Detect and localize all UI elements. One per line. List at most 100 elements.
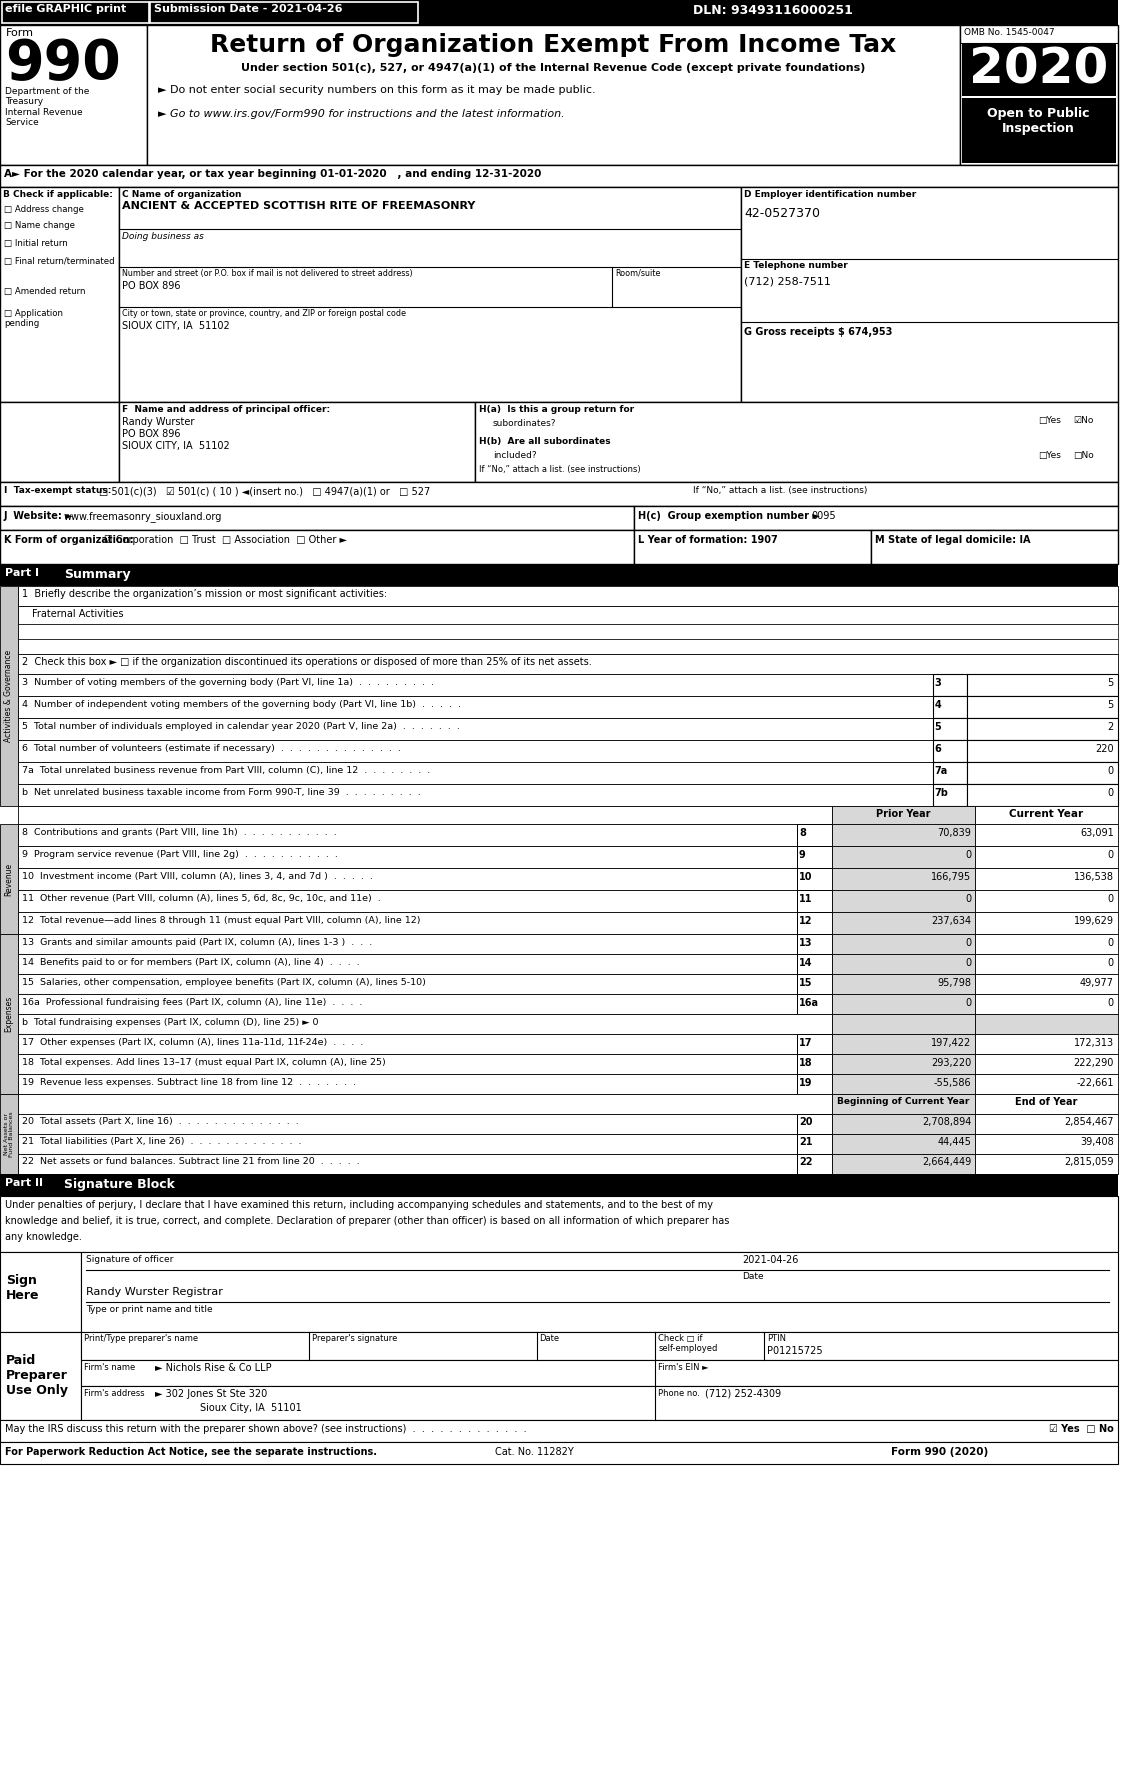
Bar <box>832 1153 975 1173</box>
Bar <box>933 673 968 697</box>
Text: 197,422: 197,422 <box>931 1039 971 1048</box>
Text: Beginning of Current Year: Beginning of Current Year <box>837 1098 969 1107</box>
Bar <box>975 933 1118 955</box>
Text: Under penalties of perjury, I declare that I have examined this return, includin: Under penalties of perjury, I declare th… <box>5 1200 712 1211</box>
Text: ANCIENT & ACCEPTED SCOTTISH RITE OF FREEMASONRY: ANCIENT & ACCEPTED SCOTTISH RITE OF FREE… <box>122 201 475 211</box>
Bar <box>119 401 475 482</box>
Text: 0: 0 <box>965 998 971 1008</box>
Text: H(b)  Are all subordinates: H(b) Are all subordinates <box>479 437 611 446</box>
Text: Sign
Here: Sign Here <box>6 1273 40 1302</box>
Bar <box>797 1134 832 1153</box>
Bar <box>797 955 832 974</box>
Bar <box>832 912 975 933</box>
Text: Net Assets or
Fund Balances: Net Assets or Fund Balances <box>3 1110 15 1157</box>
Text: 9  Program service revenue (Part VIII, line 2g)  .  .  .  .  .  .  .  .  .  .  .: 9 Program service revenue (Part VIII, li… <box>21 851 338 860</box>
Text: Expenses: Expenses <box>5 996 14 1032</box>
Bar <box>968 784 1118 806</box>
Bar <box>797 994 832 1014</box>
Text: Paid
Preparer
Use Only: Paid Preparer Use Only <box>6 1354 68 1397</box>
Bar <box>832 890 975 912</box>
Text: 63,091: 63,091 <box>1080 827 1114 838</box>
Bar <box>975 912 1118 933</box>
Text: 0: 0 <box>1108 767 1114 776</box>
Bar <box>0 482 1118 507</box>
Bar <box>968 673 1118 697</box>
Bar <box>968 718 1118 740</box>
Text: Signature of officer: Signature of officer <box>86 1255 174 1264</box>
Bar <box>18 1075 797 1094</box>
Text: 20: 20 <box>799 1118 813 1127</box>
Text: D Employer identification number: D Employer identification number <box>744 190 917 199</box>
Text: Prior Year: Prior Year <box>876 810 930 818</box>
Bar <box>975 1114 1118 1134</box>
Text: May the IRS discuss this return with the preparer shown above? (see instructions: May the IRS discuss this return with the… <box>5 1424 526 1435</box>
Bar <box>18 673 933 697</box>
Bar <box>832 1075 975 1094</box>
Text: Sioux City, IA  51101: Sioux City, IA 51101 <box>200 1402 301 1413</box>
Text: 19: 19 <box>799 1078 813 1087</box>
Text: 0095: 0095 <box>812 510 837 521</box>
Bar <box>832 845 975 869</box>
Bar <box>18 806 832 824</box>
Bar <box>18 605 1118 623</box>
Text: A► For the 2020 calendar year, or tax year beginning 01-01-2020   , and ending 1: A► For the 2020 calendar year, or tax ye… <box>5 168 541 179</box>
Bar <box>18 718 933 740</box>
Text: 16a: 16a <box>799 998 819 1008</box>
Text: 22: 22 <box>799 1157 813 1168</box>
Text: 199,629: 199,629 <box>1074 915 1114 926</box>
Text: 1  Briefly describe the organization’s mission or most significant activities:: 1 Briefly describe the organization’s mi… <box>21 589 387 598</box>
Bar <box>832 1053 975 1075</box>
Text: 2,815,059: 2,815,059 <box>1065 1157 1114 1168</box>
Bar <box>18 845 797 869</box>
Bar <box>0 1252 81 1333</box>
Text: Firm's name: Firm's name <box>85 1363 135 1372</box>
Text: K Form of organization:: K Form of organization: <box>5 536 133 544</box>
Text: 22  Net assets or fund balances. Subtract line 21 from line 20  .  .  .  .  .: 22 Net assets or fund balances. Subtract… <box>21 1157 359 1166</box>
Bar <box>18 623 1118 639</box>
Bar <box>18 1134 797 1153</box>
Bar <box>18 1053 797 1075</box>
Text: 19  Revenue less expenses. Subtract line 18 from line 12  .  .  .  .  .  .  .: 19 Revenue less expenses. Subtract line … <box>21 1078 356 1087</box>
Text: 220: 220 <box>1095 743 1114 754</box>
Text: 0: 0 <box>1108 788 1114 799</box>
Bar <box>0 1196 1118 1252</box>
Bar <box>0 165 1118 186</box>
Bar <box>975 824 1118 845</box>
Text: 2  Check this box ► □ if the organization discontinued its operations or dispose: 2 Check this box ► □ if the organization… <box>21 657 592 666</box>
Text: 17  Other expenses (Part IX, column (A), lines 11a-11d, 11f-24e)  .  .  .  .: 17 Other expenses (Part IX, column (A), … <box>21 1039 364 1048</box>
Bar <box>832 1033 975 1053</box>
Text: PTIN: PTIN <box>768 1334 786 1343</box>
Text: b  Net unrelated business taxable income from Form 990-T, line 39  .  .  .  .  .: b Net unrelated business taxable income … <box>21 788 420 797</box>
Text: 0: 0 <box>965 894 971 904</box>
Text: Preparer's signature: Preparer's signature <box>312 1334 397 1343</box>
Text: -22,661: -22,661 <box>1076 1078 1114 1087</box>
Text: 293,220: 293,220 <box>931 1058 971 1067</box>
Bar <box>0 564 1118 586</box>
Text: Firm's address: Firm's address <box>85 1390 145 1399</box>
Bar <box>0 586 18 806</box>
Bar <box>18 994 797 1014</box>
Bar <box>832 1014 975 1033</box>
Bar <box>832 1114 975 1134</box>
Bar <box>968 761 1118 784</box>
Text: 7a: 7a <box>935 767 948 776</box>
Bar <box>18 1094 832 1114</box>
Bar <box>119 186 741 401</box>
Bar <box>975 994 1118 1014</box>
Text: Form 990 (2020): Form 990 (2020) <box>891 1447 988 1458</box>
Text: 5: 5 <box>1108 679 1114 688</box>
Text: □ Final return/terminated: □ Final return/terminated <box>5 256 114 267</box>
Bar <box>975 974 1118 994</box>
Text: Randy Wurster: Randy Wurster <box>122 417 194 426</box>
Text: Department of the
Treasury
Internal Revenue
Service: Department of the Treasury Internal Reve… <box>5 88 89 127</box>
Bar <box>975 1153 1118 1173</box>
Bar <box>832 806 975 824</box>
Bar <box>797 824 832 845</box>
Bar <box>18 784 933 806</box>
Bar <box>968 740 1118 761</box>
Text: 10  Investment income (Part VIII, column (A), lines 3, 4, and 7d )  .  .  .  .  : 10 Investment income (Part VIII, column … <box>21 872 373 881</box>
Bar <box>797 1033 832 1053</box>
Text: Type or print name and title: Type or print name and title <box>86 1306 212 1315</box>
Bar <box>975 1134 1118 1153</box>
Bar <box>933 718 968 740</box>
